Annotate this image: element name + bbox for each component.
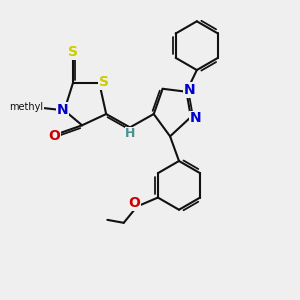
Text: S: S	[68, 45, 78, 59]
Text: methyl: methyl	[9, 102, 43, 112]
Text: N: N	[57, 103, 69, 117]
Text: O: O	[128, 196, 140, 210]
Text: S: S	[99, 75, 109, 89]
Text: N: N	[184, 83, 196, 97]
Text: N: N	[190, 112, 201, 125]
Text: H: H	[125, 128, 136, 140]
Text: O: O	[48, 129, 60, 143]
